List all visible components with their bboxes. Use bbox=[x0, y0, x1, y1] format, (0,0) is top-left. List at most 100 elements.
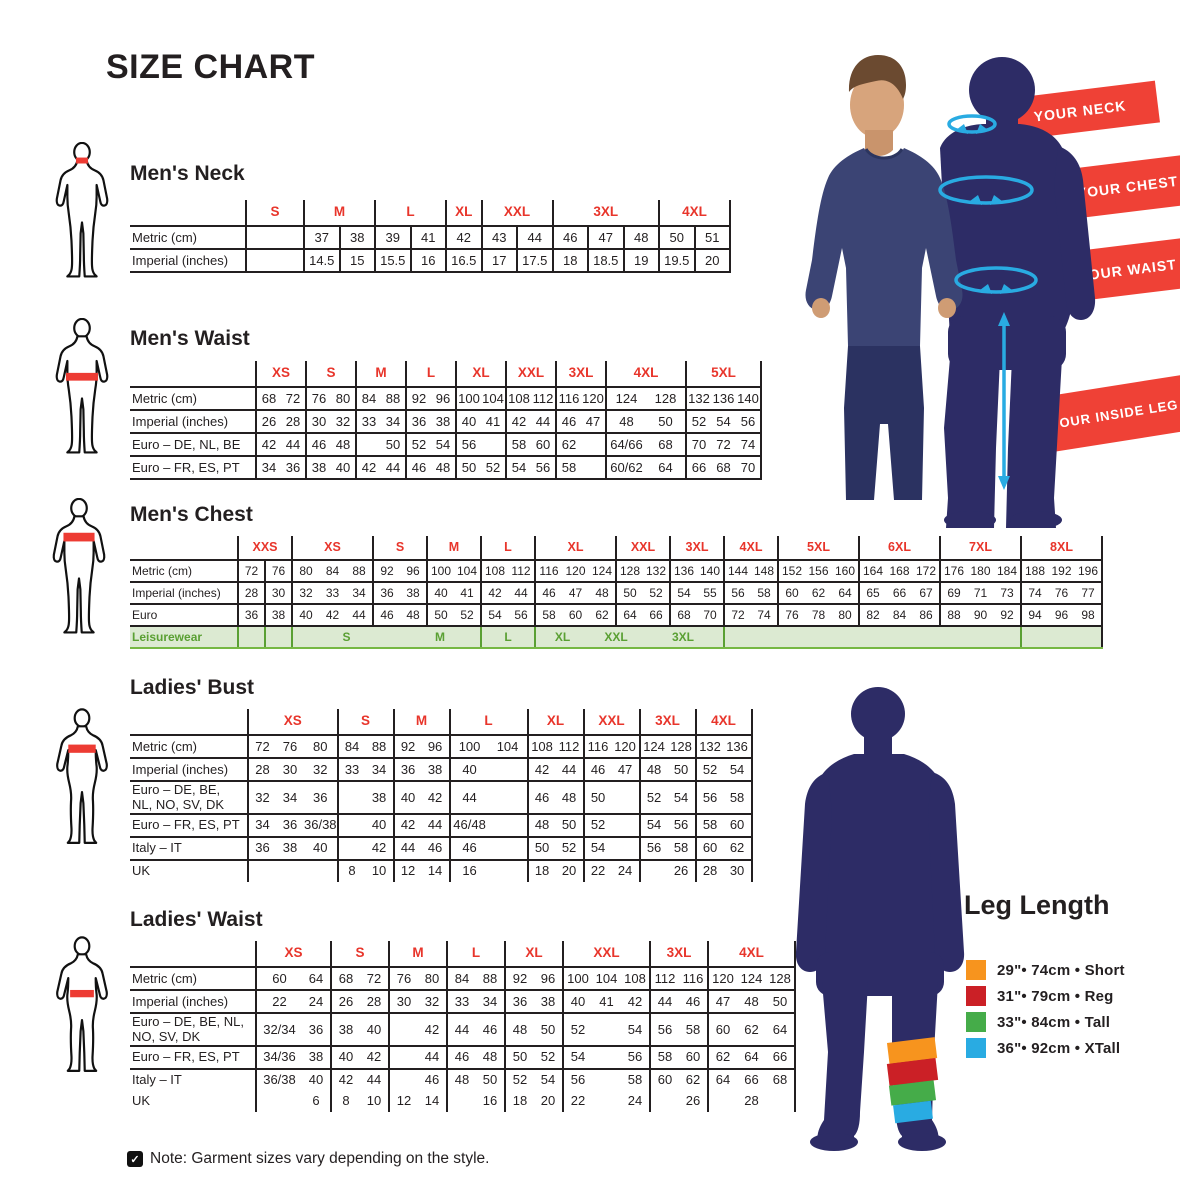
size-cell: 36 bbox=[247, 835, 276, 860]
size-cell: 34 bbox=[247, 812, 276, 837]
size-cell: 50 bbox=[455, 455, 481, 479]
size-cell: 56 bbox=[531, 455, 556, 479]
mens-chest-table: XXS XS S M L XL XXL 3XL 4XL 5XL 6XL 7XL 8XL Metric (c… bbox=[130, 536, 1103, 649]
size-cell bbox=[388, 1067, 418, 1091]
size-cell: 64 bbox=[737, 1044, 766, 1069]
size-cell: 52 bbox=[643, 581, 670, 604]
size-cell: 48 bbox=[605, 409, 646, 433]
size-cell: 10 bbox=[366, 1093, 382, 1109]
size-cell: 16.5 bbox=[445, 248, 482, 272]
size-cell bbox=[488, 835, 528, 860]
size-cell: 76 bbox=[1048, 581, 1075, 604]
size-cell: 34 bbox=[346, 581, 373, 604]
leg-length-swatch bbox=[966, 1038, 986, 1058]
size-cell bbox=[488, 812, 528, 837]
size-cell: 60 bbox=[707, 1012, 737, 1046]
size-cell: 3XL bbox=[643, 625, 724, 649]
size-cell: 36 bbox=[372, 581, 400, 604]
size-cell: 20 bbox=[555, 858, 584, 882]
size-cell: 108 bbox=[526, 734, 556, 758]
size-cell: 108 bbox=[480, 559, 508, 582]
size-cell: 46 bbox=[421, 835, 450, 860]
size-cell: 47 bbox=[587, 225, 624, 249]
size-cell: 40 bbox=[426, 581, 454, 604]
size-cell bbox=[488, 757, 528, 781]
size-cell: 70 bbox=[736, 455, 761, 479]
size-cell: 104 bbox=[481, 386, 506, 410]
size-cell bbox=[581, 455, 606, 479]
size-cell: 36 bbox=[281, 455, 306, 479]
size-cell: 46 bbox=[446, 1044, 476, 1069]
size-cell: 47 bbox=[707, 989, 737, 1013]
waist-band bbox=[66, 372, 98, 381]
size-cell: 188 bbox=[1020, 559, 1048, 582]
size-cell: 66 bbox=[766, 1044, 795, 1069]
size-cell: 40 bbox=[455, 409, 481, 433]
size-cell: 144 bbox=[723, 559, 751, 582]
size-cell: 37 bbox=[303, 225, 340, 249]
leg-length-item: 29"• 74cm • Short bbox=[966, 960, 1125, 980]
size-cell: 51 bbox=[693, 225, 730, 249]
size-cell: 24 bbox=[611, 858, 640, 882]
size-column-header: XS bbox=[291, 536, 373, 560]
size-cell: 36 bbox=[276, 812, 304, 837]
size-cell: 46 bbox=[372, 603, 400, 626]
size-cell: 42 bbox=[392, 812, 422, 837]
size-cell: 54 bbox=[562, 1044, 592, 1069]
size-cell: 28 bbox=[694, 858, 724, 882]
size-cell: 72 bbox=[360, 966, 389, 990]
size-cell: 80 bbox=[304, 734, 338, 758]
size-cell: 43 bbox=[480, 225, 517, 249]
row-label: Metric (cm) bbox=[130, 386, 256, 410]
leg-length-item: 36"• 92cm • XTall bbox=[966, 1038, 1125, 1058]
size-cell: 58 bbox=[723, 780, 752, 814]
chest-band bbox=[63, 532, 95, 542]
size-cell: 50 bbox=[667, 757, 696, 781]
size-cell: 64 bbox=[302, 966, 331, 990]
size-cell: 48 bbox=[589, 581, 616, 604]
size-cell: 46 bbox=[679, 989, 708, 1013]
size-cell: 116 bbox=[555, 386, 581, 410]
row-label: Imperial (inches) bbox=[130, 248, 246, 272]
size-cell: 36 bbox=[392, 757, 422, 781]
size-cell: 19 bbox=[622, 248, 659, 272]
size-cell: 58 bbox=[694, 812, 724, 837]
size-cell: 116 bbox=[582, 734, 612, 758]
size-cell: 26 bbox=[255, 409, 281, 433]
size-cell: 46 bbox=[448, 835, 489, 860]
size-cell: 12 bbox=[388, 1090, 418, 1112]
size-cell: 128 bbox=[615, 559, 643, 582]
size-cell: 33 bbox=[319, 581, 346, 604]
mens-waist-table: XS S M L XL XXL 3XL 4XL 5XL Metric (cm) 68 72 76 80 84… bbox=[130, 361, 762, 480]
size-cell: 124 bbox=[589, 559, 616, 582]
size-cell bbox=[1020, 625, 1102, 649]
size-cell: 120 bbox=[707, 966, 737, 990]
size-cell: 172 bbox=[913, 559, 940, 582]
mens-waist-figure-icon bbox=[55, 318, 109, 454]
size-column-header: XXL bbox=[480, 200, 553, 226]
size-cell: 44 bbox=[346, 603, 373, 626]
size-cell: 46 bbox=[476, 1012, 505, 1046]
size-cell: 50 bbox=[615, 581, 643, 604]
size-cell: 54 bbox=[480, 603, 508, 626]
size-cell: 16 bbox=[448, 858, 489, 882]
size-cell: 30 bbox=[264, 581, 292, 604]
size-cell: 124 bbox=[737, 966, 766, 990]
size-cell: 38 bbox=[276, 835, 304, 860]
size-column-header: 5XL bbox=[777, 536, 859, 560]
leg-length-silhouette bbox=[795, 687, 965, 1151]
size-cell: 22 bbox=[255, 989, 302, 1013]
size-cell: 14 bbox=[421, 858, 450, 882]
size-cell: 33 bbox=[446, 989, 476, 1013]
size-cell bbox=[276, 858, 304, 882]
size-cell: 52 bbox=[582, 812, 612, 837]
size-cell: 36 bbox=[405, 409, 431, 433]
size-cell: 76 bbox=[264, 559, 292, 582]
size-cell: 56 bbox=[508, 603, 535, 626]
size-cell: 68 bbox=[646, 432, 686, 456]
size-cell: 44 bbox=[281, 432, 306, 456]
size-cell: 184 bbox=[994, 559, 1021, 582]
size-cell: 60/62 bbox=[605, 455, 646, 479]
size-cell: 42 bbox=[360, 1044, 389, 1069]
row-label: Imperial (inches) bbox=[130, 581, 238, 604]
